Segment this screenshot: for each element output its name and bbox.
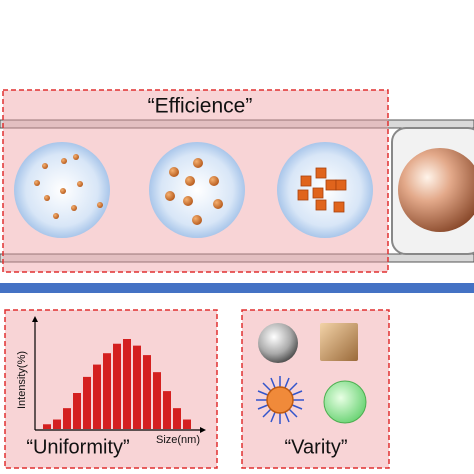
histogram-bar xyxy=(93,364,101,429)
histogram-bar xyxy=(163,391,171,429)
channel-band xyxy=(0,283,474,293)
y-axis-label: Intensity(%) xyxy=(16,351,28,409)
histogram xyxy=(32,316,206,433)
efficiency-label: “Efficience” xyxy=(148,95,253,118)
histogram-bar xyxy=(133,345,141,429)
histogram-bar xyxy=(173,408,181,429)
uniformity-label: “Uniformity” xyxy=(26,436,129,458)
histogram-bar xyxy=(73,393,81,429)
particle-icons xyxy=(256,323,367,424)
y-arrow xyxy=(32,316,38,322)
x-arrow xyxy=(200,427,206,433)
histogram-bar xyxy=(153,372,161,429)
x-axis-label: Size(nm) xyxy=(156,434,200,446)
histogram-bar xyxy=(113,343,121,429)
histogram-bar xyxy=(103,353,111,429)
histogram-bar xyxy=(83,376,91,429)
histogram-bar xyxy=(183,419,191,429)
histogram-bar xyxy=(123,339,131,429)
histogram-bar xyxy=(53,419,61,429)
variety-label: “Varity” xyxy=(285,436,348,458)
histogram-bar xyxy=(143,355,151,429)
droplets xyxy=(14,142,474,238)
histogram-bar xyxy=(63,408,71,429)
histogram-bar xyxy=(43,424,51,429)
